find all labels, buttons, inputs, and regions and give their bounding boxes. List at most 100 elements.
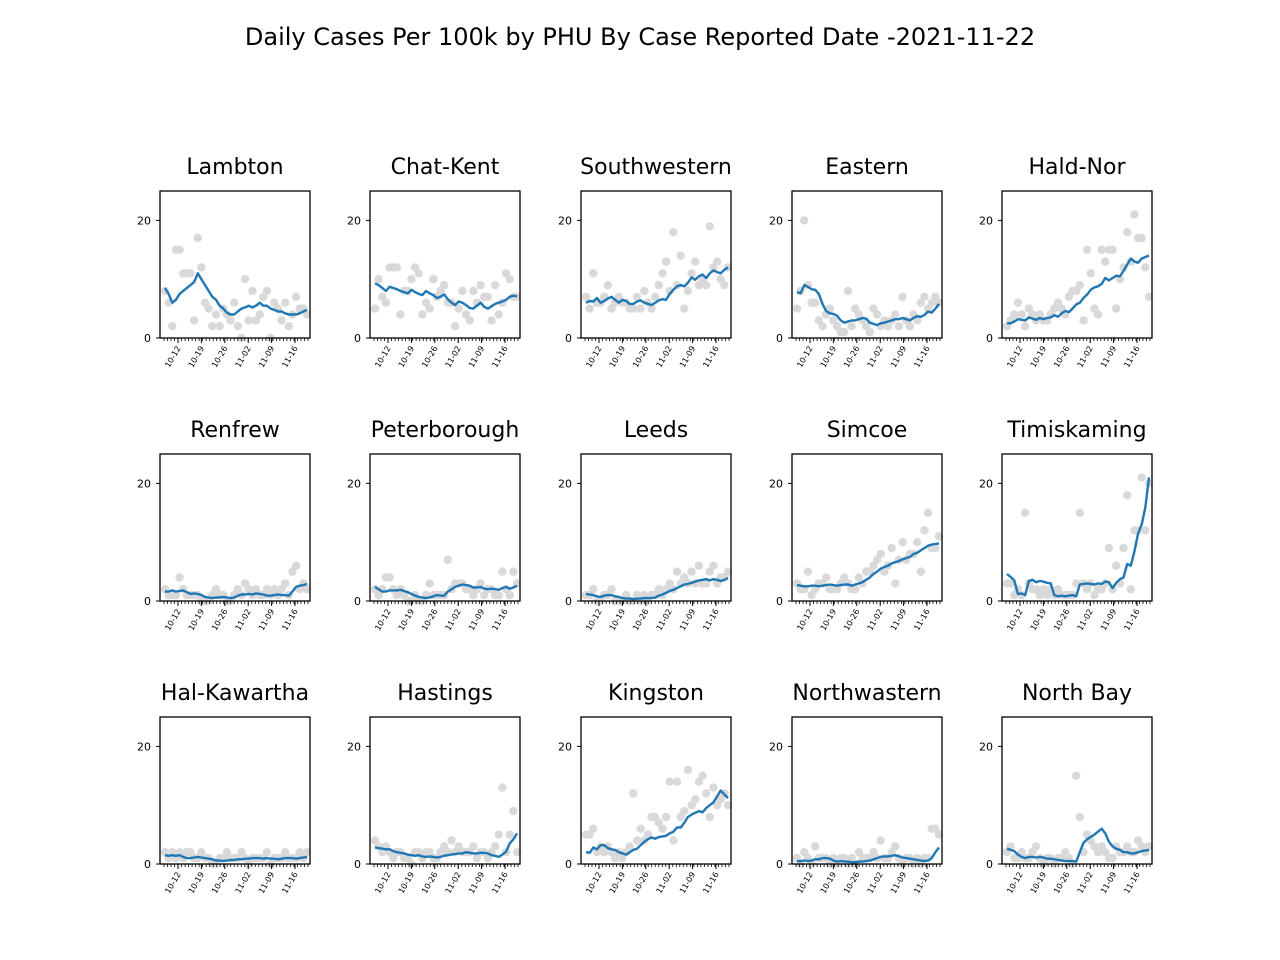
panel-title: Southwestern xyxy=(580,155,732,180)
daily-point xyxy=(792,304,802,313)
daily-point xyxy=(281,298,290,307)
y-tick-label: 0 xyxy=(565,595,572,608)
panel-title: Renfrew xyxy=(190,418,280,443)
panel-title: North Bay xyxy=(1022,681,1132,706)
daily-point xyxy=(658,824,667,833)
daily-point xyxy=(669,836,678,845)
daily-point xyxy=(1097,245,1106,254)
daily-point xyxy=(469,286,478,296)
daily-point xyxy=(193,233,202,243)
daily-point xyxy=(1123,491,1132,500)
y-tick-label: 0 xyxy=(565,332,572,345)
daily-point xyxy=(1010,310,1019,319)
daily-point xyxy=(1072,771,1081,780)
daily-point xyxy=(1119,543,1128,553)
daily-point xyxy=(723,801,733,810)
daily-point xyxy=(1123,228,1132,237)
daily-point xyxy=(512,848,522,857)
daily-point xyxy=(687,269,696,278)
axes-frame xyxy=(159,453,311,602)
axes-frame xyxy=(1001,190,1153,339)
daily-point xyxy=(821,573,831,582)
panel-title: Eastern xyxy=(825,155,909,180)
axes-frame xyxy=(369,716,521,865)
panel-title: Lambton xyxy=(186,155,283,180)
daily-point xyxy=(494,310,503,319)
daily-point xyxy=(211,310,221,319)
y-tick-label: 0 xyxy=(144,332,151,345)
daily-point xyxy=(691,795,700,804)
daily-point xyxy=(418,310,427,319)
axes-frame xyxy=(369,190,521,339)
y-tick-label: 0 xyxy=(565,858,572,871)
daily-point xyxy=(709,561,718,570)
daily-point xyxy=(847,322,856,331)
daily-point xyxy=(1137,233,1146,243)
daily-point xyxy=(872,310,882,319)
daily-point xyxy=(233,322,242,331)
daily-point xyxy=(607,585,616,594)
daily-points xyxy=(581,765,733,863)
daily-point xyxy=(374,275,383,284)
y-tick-label: 20 xyxy=(347,740,361,753)
panel-title: Hald-Nor xyxy=(1028,155,1126,180)
daily-point xyxy=(629,789,638,798)
axes-frame xyxy=(580,453,732,602)
daily-point xyxy=(281,579,290,588)
daily-point xyxy=(1013,298,1023,307)
daily-point xyxy=(1144,292,1154,301)
y-tick-label: 0 xyxy=(144,858,151,871)
daily-point xyxy=(385,573,394,582)
axes-frame xyxy=(369,453,521,602)
y-tick-label: 20 xyxy=(769,477,783,490)
daily-point xyxy=(1130,210,1139,219)
daily-point xyxy=(811,842,820,851)
panel-title: Kingston xyxy=(608,681,704,706)
daily-point xyxy=(647,304,656,313)
figure-title: Daily Cases Per 100k by PHU By Case Repo… xyxy=(245,23,1035,51)
daily-point xyxy=(1112,561,1121,570)
daily-point xyxy=(392,263,401,272)
daily-point xyxy=(1141,526,1150,535)
daily-point xyxy=(381,298,391,307)
daily-point xyxy=(636,304,645,313)
axes-frame xyxy=(1001,716,1153,865)
y-tick-label: 0 xyxy=(776,332,783,345)
axes-frame xyxy=(791,716,943,865)
daily-point xyxy=(934,830,944,839)
daily-point xyxy=(1086,269,1095,278)
daily-point xyxy=(396,310,405,319)
daily-point xyxy=(840,327,849,337)
daily-point xyxy=(683,286,693,296)
daily-point xyxy=(709,783,718,792)
daily-point xyxy=(712,257,722,266)
daily-point xyxy=(705,222,714,231)
y-tick-label: 20 xyxy=(558,214,572,227)
axes-frame xyxy=(1001,453,1153,602)
rolling-average-line xyxy=(585,577,729,601)
daily-point xyxy=(1112,304,1121,313)
daily-point xyxy=(425,579,434,588)
daily-point xyxy=(189,316,199,325)
daily-point xyxy=(414,269,423,278)
daily-point xyxy=(302,585,312,594)
daily-point xyxy=(494,590,503,600)
panel-title: Chat-Kent xyxy=(391,155,500,180)
daily-point xyxy=(509,567,518,576)
daily-point xyxy=(450,322,460,331)
daily-point xyxy=(1075,508,1085,517)
daily-point xyxy=(887,543,896,553)
y-tick-label: 20 xyxy=(347,214,361,227)
rolling-average-line xyxy=(796,542,940,588)
daily-point xyxy=(284,322,293,331)
daily-point xyxy=(818,322,827,331)
daily-point xyxy=(629,304,638,313)
axes-frame xyxy=(580,190,732,339)
y-tick-label: 20 xyxy=(769,214,783,227)
daily-point xyxy=(723,567,733,576)
daily-point xyxy=(262,848,272,857)
axes-frame xyxy=(791,453,943,602)
